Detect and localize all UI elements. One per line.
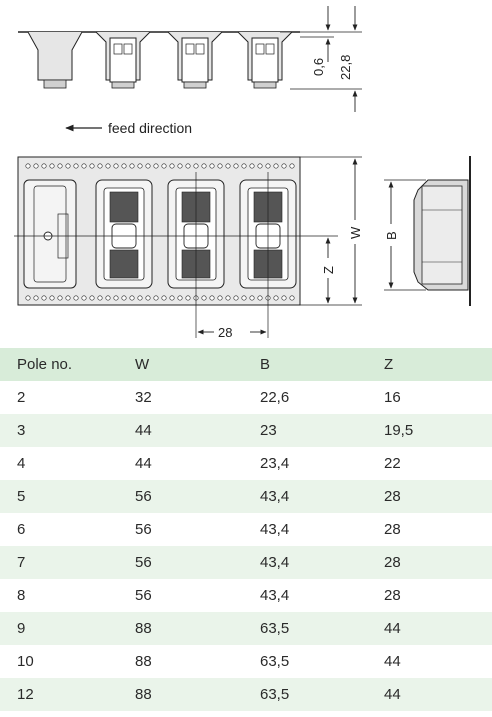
cell-pole-no: 7: [17, 554, 26, 571]
tape-plan-view: W Z 28: [14, 156, 363, 340]
cell-z: 44: [384, 686, 401, 703]
cell-b: 43,4: [260, 554, 290, 571]
table-row: 7 56 43,4 28: [0, 546, 492, 579]
cell-b: 43,4: [260, 488, 290, 505]
cell-w: 56: [135, 587, 152, 604]
cell-pole-no: 4: [17, 455, 26, 472]
cell-z: 28: [384, 587, 401, 604]
header-w: W: [135, 356, 150, 373]
cell-z: 28: [384, 488, 401, 505]
cell-b: 43,4: [260, 587, 290, 604]
cell-pole-no: 10: [17, 653, 34, 670]
cell-w: 88: [135, 686, 152, 703]
dimension-table: Pole no. W B Z 2 32 22,6 16 3 44 23 19,5…: [0, 348, 492, 711]
feed-direction: feed direction: [65, 120, 192, 136]
cell-pole-no: 6: [17, 521, 26, 538]
cell-pole-no: 2: [17, 389, 26, 406]
tape-end-view: B: [384, 156, 471, 306]
dim-height-label: 22,8: [338, 55, 353, 80]
cell-pole-no: 12: [17, 686, 34, 703]
table-row: 6 56 43,4 28: [0, 513, 492, 546]
cell-w: 56: [135, 554, 152, 571]
cell-z: 44: [384, 653, 401, 670]
cell-b: 63,5: [260, 653, 290, 670]
cell-w: 88: [135, 620, 152, 637]
cell-pole-no: 3: [17, 422, 26, 439]
cell-w: 32: [135, 389, 152, 406]
dim-b-label: B: [384, 231, 399, 240]
table-row: 4 44 23,4 22: [0, 447, 492, 480]
cell-z: 19,5: [384, 422, 414, 439]
table-header-row: Pole no. W B Z: [0, 348, 492, 381]
dim-w-label: W: [348, 226, 363, 239]
table-row: 12 88 63,5 44: [0, 678, 492, 711]
cell-w: 56: [135, 488, 152, 505]
cell-w: 56: [135, 521, 152, 538]
dim-z-label: Z: [321, 266, 336, 274]
table-row: 9 88 63,5 44: [0, 612, 492, 645]
cell-z: 28: [384, 521, 401, 538]
table-row: 3 44 23 19,5: [0, 414, 492, 447]
tape-side-view: 0,6 22,8: [18, 6, 362, 112]
cell-b: 22,6: [260, 389, 290, 406]
feed-direction-label: feed direction: [108, 120, 192, 136]
header-b: B: [260, 356, 271, 373]
dim-pitch-label: 28: [218, 325, 232, 340]
table-row: 2 32 22,6 16: [0, 381, 492, 414]
technical-drawing: 0,6 22,8 feed direction: [14, 6, 471, 340]
table-row: 10 88 63,5 44: [0, 645, 492, 678]
cell-z: 44: [384, 620, 401, 637]
cell-w: 88: [135, 653, 152, 670]
cell-b: 23,4: [260, 455, 290, 472]
table-row: 8 56 43,4 28: [0, 579, 492, 612]
table-row: 5 56 43,4 28: [0, 480, 492, 513]
cell-w: 44: [135, 455, 152, 472]
dim-gap-label: 0,6: [311, 58, 326, 76]
cell-w: 44: [135, 422, 152, 439]
cell-pole-no: 8: [17, 587, 26, 604]
header-pole-no: Pole no.: [17, 356, 73, 373]
cell-b: 23: [260, 422, 277, 439]
cell-b: 63,5: [260, 686, 290, 703]
cell-pole-no: 5: [17, 488, 26, 505]
cell-b: 63,5: [260, 620, 290, 637]
cell-b: 43,4: [260, 521, 290, 538]
cell-z: 28: [384, 554, 401, 571]
cell-z: 22: [384, 455, 401, 472]
header-z: Z: [384, 356, 394, 373]
cell-pole-no: 9: [17, 620, 26, 637]
cell-z: 16: [384, 389, 401, 406]
